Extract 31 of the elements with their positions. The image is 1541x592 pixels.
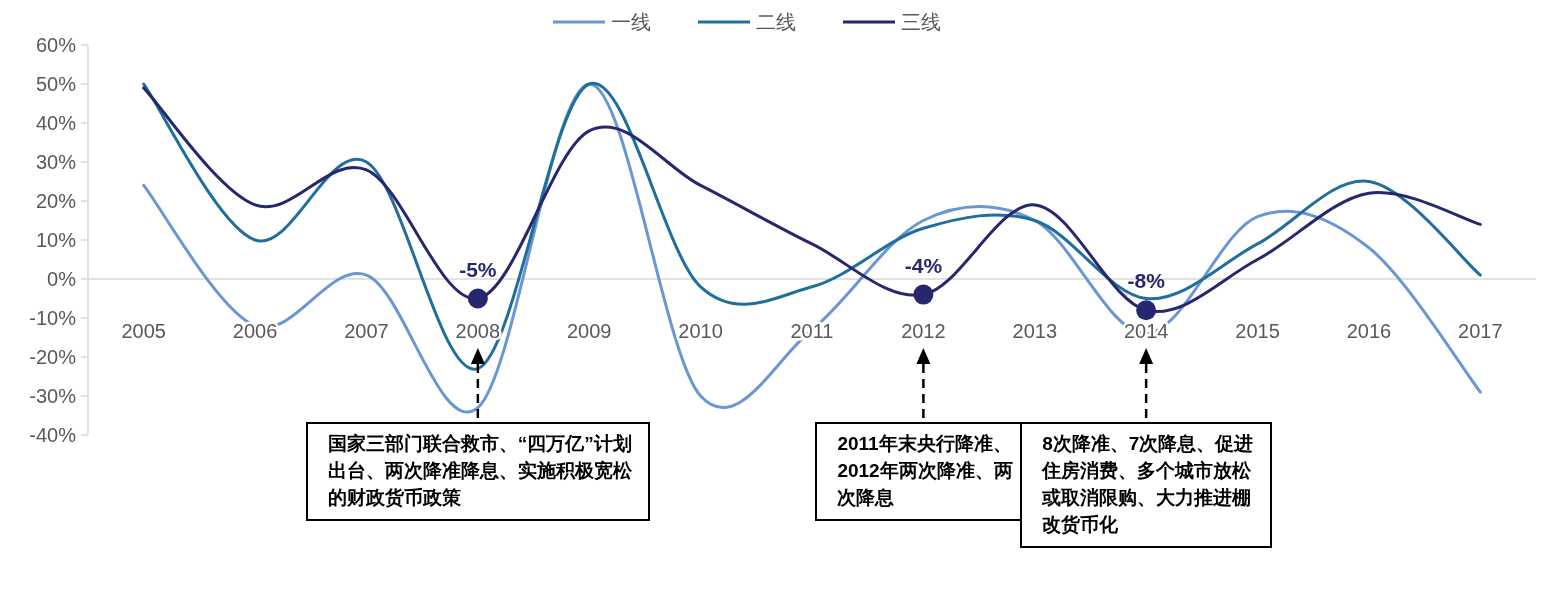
data-label: -5% bbox=[459, 257, 497, 281]
x-tick-label: 2007 bbox=[344, 320, 389, 342]
legend-label: 三线 bbox=[901, 11, 941, 33]
legend-label: 二线 bbox=[756, 11, 796, 33]
y-tick-label: 50% bbox=[35, 73, 77, 95]
y-tick-label: -20% bbox=[29, 346, 77, 368]
annotation: 8次降准、7次降息、促进住房消费、多个城市放松或取消限购、大力推进棚改货币化 bbox=[1020, 422, 1273, 548]
y-tick-label: 10% bbox=[35, 229, 77, 251]
data-label: -4% bbox=[904, 253, 943, 277]
x-tick-label: 2006 bbox=[232, 320, 278, 342]
y-tick-label: 0% bbox=[47, 268, 77, 290]
y-tick-label: 60% bbox=[35, 34, 77, 56]
y-tick-label: -10% bbox=[29, 307, 77, 329]
annotation: 2011年末央行降准、2012年两次降准、两次降息 bbox=[815, 422, 1032, 521]
data-label: -8% bbox=[1127, 269, 1166, 293]
y-tick-label: 20% bbox=[35, 190, 77, 212]
legend-label: 一线 bbox=[611, 11, 651, 33]
x-tick-label: 2016 bbox=[1346, 320, 1392, 342]
y-tick-label: -40% bbox=[29, 424, 77, 446]
x-tick-label: 2010 bbox=[678, 320, 723, 342]
y-tick-label: -30% bbox=[29, 385, 77, 407]
x-tick-label: 2005 bbox=[121, 320, 166, 342]
y-tick-label: 40% bbox=[35, 112, 77, 134]
y-tick-label: 30% bbox=[35, 151, 77, 173]
x-tick-label: 2012 bbox=[901, 320, 946, 342]
x-tick-label: 2013 bbox=[1012, 320, 1058, 342]
x-tick-label: 2008 bbox=[455, 320, 501, 342]
x-tick-label: 2017 bbox=[1458, 320, 1503, 342]
x-tick-label: 2009 bbox=[566, 320, 612, 342]
x-tick-label: 2015 bbox=[1235, 320, 1280, 342]
annotation: 国家三部门联合救市、“四万亿”计划出台、两次降准降息、实施积极宽松的财政货币政策 bbox=[305, 422, 650, 521]
